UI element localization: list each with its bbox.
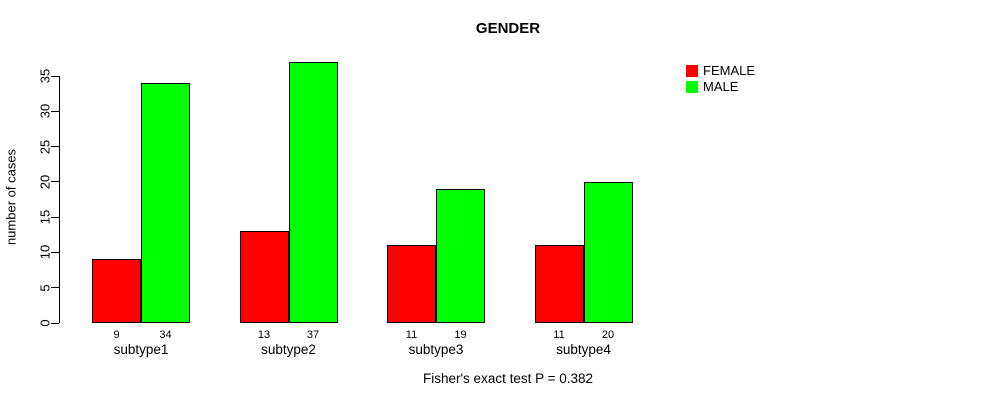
y-tick-mark — [51, 146, 59, 148]
bar-value-label: 37 — [306, 329, 320, 341]
x-axis-label: subtype4 — [556, 342, 611, 357]
y-tick-label: 30 — [37, 104, 53, 119]
y-axis-title: number of cases — [3, 148, 19, 246]
legend-item-female: FEMALE — [686, 64, 755, 78]
bar-value-label: 20 — [601, 329, 615, 341]
male-legend-swatch — [686, 81, 698, 93]
bar-male-subtype3 — [436, 188, 485, 323]
bar-female-subtype4 — [534, 245, 584, 323]
y-tick-label: 35 — [37, 68, 53, 84]
bar-value-label: 11 — [405, 329, 418, 341]
x-axis-label: subtype2 — [261, 342, 316, 357]
bar-value-label: 11 — [553, 329, 565, 341]
y-tick-mark — [51, 110, 59, 112]
legend-label: MALE — [703, 79, 739, 94]
y-tick-mark — [51, 287, 59, 289]
y-tick-label: 10 — [37, 245, 53, 260]
legend-label: FEMALE — [703, 63, 756, 78]
bar-male-subtype4 — [583, 181, 633, 323]
y-tick-mark — [51, 216, 59, 218]
female-legend-swatch — [686, 65, 698, 77]
bar-value-label: 9 — [113, 329, 120, 341]
stat-test-caption: Fisher's exact test P = 0.382 — [422, 371, 594, 386]
y-tick-mark — [51, 75, 59, 77]
y-tick-mark — [51, 251, 59, 253]
bar-female-subtype2 — [239, 231, 289, 323]
bar-male-subtype2 — [288, 61, 338, 323]
y-tick-label: 15 — [37, 209, 53, 225]
bar-value-label: 19 — [454, 329, 467, 341]
y-tick-label: 20 — [37, 174, 53, 190]
bar-value-label: 13 — [257, 329, 271, 341]
bar-value-label: 34 — [159, 329, 172, 341]
bar-female-subtype1 — [92, 259, 141, 323]
y-tick-label: 25 — [37, 139, 53, 154]
x-axis-label: subtype3 — [408, 342, 464, 357]
y-tick-mark — [51, 322, 59, 324]
y-tick-mark — [51, 181, 59, 183]
legend: FEMALE MALE — [686, 64, 755, 94]
bar-female-subtype3 — [387, 245, 436, 323]
y-tick-label: 5 — [37, 284, 53, 292]
y-axis-line — [59, 76, 60, 323]
bar-male-subtype1 — [141, 83, 190, 323]
legend-item-male: MALE — [686, 80, 755, 94]
chart-title: GENDER — [475, 20, 541, 37]
x-axis-label: subtype1 — [113, 342, 169, 357]
y-tick-label: 0 — [37, 319, 53, 327]
